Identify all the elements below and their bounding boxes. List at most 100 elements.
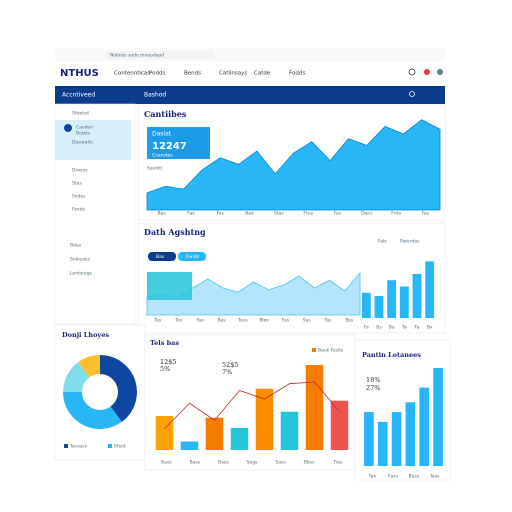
bar xyxy=(399,286,409,318)
pill-text: Fands xyxy=(186,254,200,260)
x-tick-label: Bass xyxy=(190,460,201,466)
bar xyxy=(387,280,397,318)
x-tick-label: Bx xyxy=(427,325,433,331)
address-bar[interactable] xyxy=(105,51,215,59)
x-tick-label: Bass xyxy=(218,460,229,466)
panel-title: Donji Lhoyes xyxy=(62,331,109,339)
x-tick-label: Daes xyxy=(361,211,373,217)
bar xyxy=(364,412,374,466)
x-tick-label: Bs xyxy=(376,325,382,331)
pill[interactable] xyxy=(148,252,176,261)
x-tick-label: Bss xyxy=(345,318,353,324)
x-tick-label: Ta xyxy=(401,325,407,331)
x-tick-label: Frda xyxy=(391,211,401,217)
x-tick-label: Blox xyxy=(259,318,269,324)
x-tick-label: Faxs xyxy=(388,474,399,480)
x-tick-label: Bax xyxy=(245,211,254,217)
bar xyxy=(205,417,224,450)
x-tick-label: Tass xyxy=(429,474,440,480)
legend-item: Tanssss xyxy=(69,444,88,450)
x-tick-label: Stas xyxy=(274,211,284,217)
x-tick-label: Tes xyxy=(174,318,183,324)
alert-icon[interactable] xyxy=(424,69,430,75)
card-label: Daslat xyxy=(152,131,172,138)
sidebar-item[interactable]: Shtolsd xyxy=(72,111,89,117)
x-tick-label: Sags xyxy=(247,460,258,466)
x-tick-label: Bass xyxy=(409,474,420,480)
stat-text: 18% xyxy=(366,376,380,384)
stat-text: 12$5 xyxy=(160,358,177,366)
x-tick-label: Fas xyxy=(282,318,290,324)
x-tick-label: Sas xyxy=(303,318,312,324)
nav-item[interactable]: Fodds xyxy=(289,71,305,77)
logo: NTHUS xyxy=(60,68,99,79)
bar xyxy=(330,400,349,450)
sidebar-item[interactable]: Lentstegs xyxy=(70,271,93,277)
nav-item[interactable]: Catde xyxy=(254,71,271,77)
avatar[interactable] xyxy=(437,69,443,75)
panel-title: Tels bas xyxy=(150,339,179,347)
search-icon[interactable] xyxy=(409,91,415,97)
pill[interactable] xyxy=(178,252,206,261)
sidebar-item[interactable]: Bdsa xyxy=(70,243,81,249)
bar xyxy=(155,416,174,450)
nav-item[interactable]: Contennticas xyxy=(114,71,150,77)
legend-item: Paterdas xyxy=(400,239,420,245)
bar xyxy=(433,368,443,466)
x-tick-label: Fa xyxy=(415,325,420,331)
sidebar-item[interactable]: Snlosdes xyxy=(70,257,91,263)
x-tick-label: Bas xyxy=(158,211,167,217)
stat-card xyxy=(147,127,210,159)
donut-slice xyxy=(63,392,122,430)
x-tick-label: Ba xyxy=(389,325,395,331)
bar xyxy=(425,261,435,318)
legend-swatch xyxy=(108,444,112,448)
highlight xyxy=(147,272,192,300)
trend-line xyxy=(164,381,340,430)
nav-item[interactable]: Catlinsays xyxy=(219,71,247,77)
x-tick-label: Fas xyxy=(217,211,225,217)
stat-text: 5% xyxy=(160,365,170,373)
sidebar-active-text: Bctets xyxy=(76,131,91,137)
sidebar-active-text: Cavden xyxy=(76,125,93,131)
x-tick-label: Ftns xyxy=(303,211,313,217)
bar xyxy=(180,441,199,450)
note: Sasdiit xyxy=(147,166,162,172)
card-caption: Coanstos xyxy=(152,153,173,159)
x-tick-label: Fax xyxy=(196,318,204,324)
bar xyxy=(255,388,274,450)
x-tick-label: Tax xyxy=(368,474,377,480)
bar xyxy=(377,421,388,466)
donut-slice xyxy=(63,362,90,392)
sidebar-item[interactable]: Sxdes xyxy=(72,194,86,200)
bar xyxy=(305,365,324,450)
x-tick-label: Fas xyxy=(334,211,342,217)
bar xyxy=(419,387,430,466)
sidebar-item[interactable]: Deewalts xyxy=(72,140,93,146)
sidebar-item[interactable]: Fexds xyxy=(72,207,86,213)
card-value: 12247 xyxy=(152,141,187,152)
nav-item[interactable]: Podds xyxy=(149,71,165,77)
stat-text: 7% xyxy=(222,368,232,376)
bar xyxy=(412,273,422,318)
x-tick-label: Tas xyxy=(323,318,332,324)
area xyxy=(146,119,441,211)
x-tick-label: Bbss xyxy=(304,460,315,466)
x-tick-label: Bass xyxy=(161,460,172,466)
bar-panel xyxy=(144,334,356,471)
legend-item: Sfeid xyxy=(114,444,125,450)
x-tick-label: Fas xyxy=(422,211,430,217)
sidebar-item[interactable]: Stas xyxy=(72,181,82,187)
stat-text: 52$5 xyxy=(222,361,239,369)
nav-item[interactable]: Bends xyxy=(184,71,201,77)
donut-slice xyxy=(100,355,138,422)
x-tick-label: Fa xyxy=(364,325,369,331)
stat-text: 27% xyxy=(366,384,380,392)
bar xyxy=(361,292,371,318)
donut-slice xyxy=(78,355,100,378)
x-tick-label: Tias xyxy=(332,460,343,466)
bell-icon[interactable] xyxy=(408,68,416,76)
bar xyxy=(374,295,384,318)
sidebar-item[interactable]: Droces xyxy=(72,168,88,174)
